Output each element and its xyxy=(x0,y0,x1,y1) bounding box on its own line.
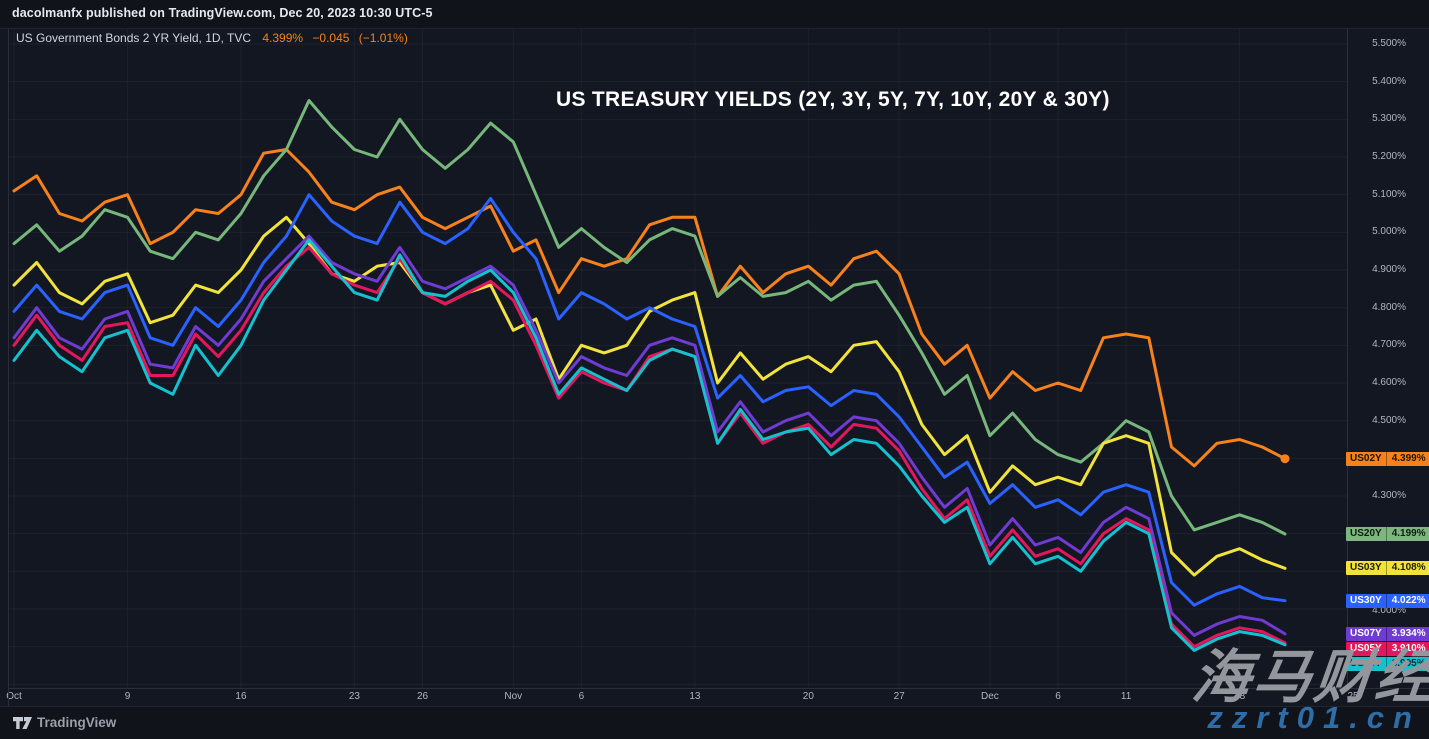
price-tick-label: 4.000% xyxy=(1372,604,1406,616)
time-tick-label: 16 xyxy=(235,691,247,702)
badge-value: 4.022% xyxy=(1385,593,1429,608)
tradingview-brand-text[interactable]: TradingView xyxy=(37,715,117,730)
symbol-legend[interactable]: US Government Bonds 2 YR Yield, 1D, TVC … xyxy=(16,31,408,45)
time-tick-label: 9 xyxy=(124,691,131,702)
watermark-url: zzrt01.cn xyxy=(1207,700,1421,735)
series-line-us10y xyxy=(12,238,1287,652)
tradingview-logo-icon[interactable] xyxy=(13,716,32,732)
price-badge-us10y: US10Y 3.905% xyxy=(1346,656,1429,671)
time-tick-label: 26 xyxy=(416,691,429,702)
legend-change-pct: (−1.01%) xyxy=(358,31,408,45)
badge-ticker: US30Y xyxy=(1350,594,1382,606)
price-tick-label: 5.300% xyxy=(1372,113,1406,125)
time-tick-label: 6 xyxy=(578,691,585,702)
publish-bar: dacolmanfx published on TradingView.com,… xyxy=(0,0,1429,29)
series-line-us03y xyxy=(12,215,1287,577)
chart-annotation-title: US TREASURY YIELDS (2Y, 3Y, 5Y, 7Y, 10Y,… xyxy=(556,88,1110,111)
badge-ticker: US02Y xyxy=(1350,452,1382,464)
badge-ticker: US20Y xyxy=(1350,528,1382,540)
time-axis-separator xyxy=(8,688,1429,689)
badge-value: 3.905% xyxy=(1385,656,1429,671)
badge-ticker: US05Y xyxy=(1350,642,1382,654)
badge-value: 3.910% xyxy=(1385,641,1429,656)
time-tick-label: Dec xyxy=(981,691,999,702)
price-badge-us30y: US30Y 4.022% xyxy=(1346,593,1429,608)
time-tick-label: 20 xyxy=(802,691,814,702)
chart-panel-left-border xyxy=(8,28,9,706)
price-tick-label: 4.900% xyxy=(1372,263,1406,275)
badge-value: 3.934% xyxy=(1385,626,1429,641)
series-line-us07y xyxy=(12,234,1287,637)
time-tick-label: 27 xyxy=(893,691,905,702)
time-tick-label: 6 xyxy=(1055,691,1061,702)
footer-bar: TradingView xyxy=(0,706,1429,739)
series-line-us20y xyxy=(12,99,1287,536)
time-tick-label: 25 xyxy=(1347,691,1359,702)
price-badge-us05y: US05Y 3.910% xyxy=(1346,641,1429,656)
time-tick-label: Nov xyxy=(504,691,523,702)
badge-ticker: US03Y xyxy=(1350,562,1382,574)
legend-change: −0.045 xyxy=(312,31,350,45)
badge-ticker: US10Y xyxy=(1350,657,1382,669)
price-tick-label: 5.100% xyxy=(1372,188,1406,200)
price-tick-label: 5.000% xyxy=(1372,226,1406,238)
badge-value: 4.108% xyxy=(1385,561,1429,576)
time-tick-label: Oct xyxy=(6,691,22,702)
price-tick-label: 4.600% xyxy=(1372,376,1406,388)
time-tick-label: 18 xyxy=(1234,691,1246,702)
series-line-us02y xyxy=(12,148,1287,468)
last-price-dot-us02y xyxy=(1280,454,1290,464)
price-tick-label: 5.500% xyxy=(1372,38,1406,49)
price-tick-label: 4.300% xyxy=(1372,489,1406,501)
legend-symbol-title[interactable]: US Government Bonds 2 YR Yield, 1D, TVC xyxy=(16,31,252,45)
price-tick-label: 5.200% xyxy=(1372,150,1406,162)
price-tick-label: 4.700% xyxy=(1372,339,1406,351)
price-axis-separator xyxy=(1347,28,1348,688)
price-badge-us02y: US02Y 4.399% xyxy=(1346,451,1429,466)
time-tick-label: 11 xyxy=(1120,691,1132,702)
price-tick-label: 4.800% xyxy=(1372,301,1406,313)
badge-value: 4.399% xyxy=(1385,451,1429,466)
time-tick-label: 23 xyxy=(348,691,360,702)
badge-ticker: US07Y xyxy=(1350,627,1382,639)
price-tick-label: 5.400% xyxy=(1372,75,1406,87)
time-tick-label: 13 xyxy=(689,691,701,702)
series-line-us30y xyxy=(12,193,1287,607)
series-line-us05y xyxy=(12,245,1287,649)
badge-value: 4.199% xyxy=(1385,527,1429,542)
price-badge-us07y: US07Y 3.934% xyxy=(1346,626,1429,641)
publish-line: dacolmanfx published on TradingView.com,… xyxy=(12,6,433,20)
price-badge-us03y: US03Y 4.108% xyxy=(1346,561,1429,576)
price-tick-label: 4.500% xyxy=(1372,414,1406,426)
price-badge-us20y: US20Y 4.199% xyxy=(1346,527,1429,542)
legend-last-value: 4.399% xyxy=(262,31,304,45)
